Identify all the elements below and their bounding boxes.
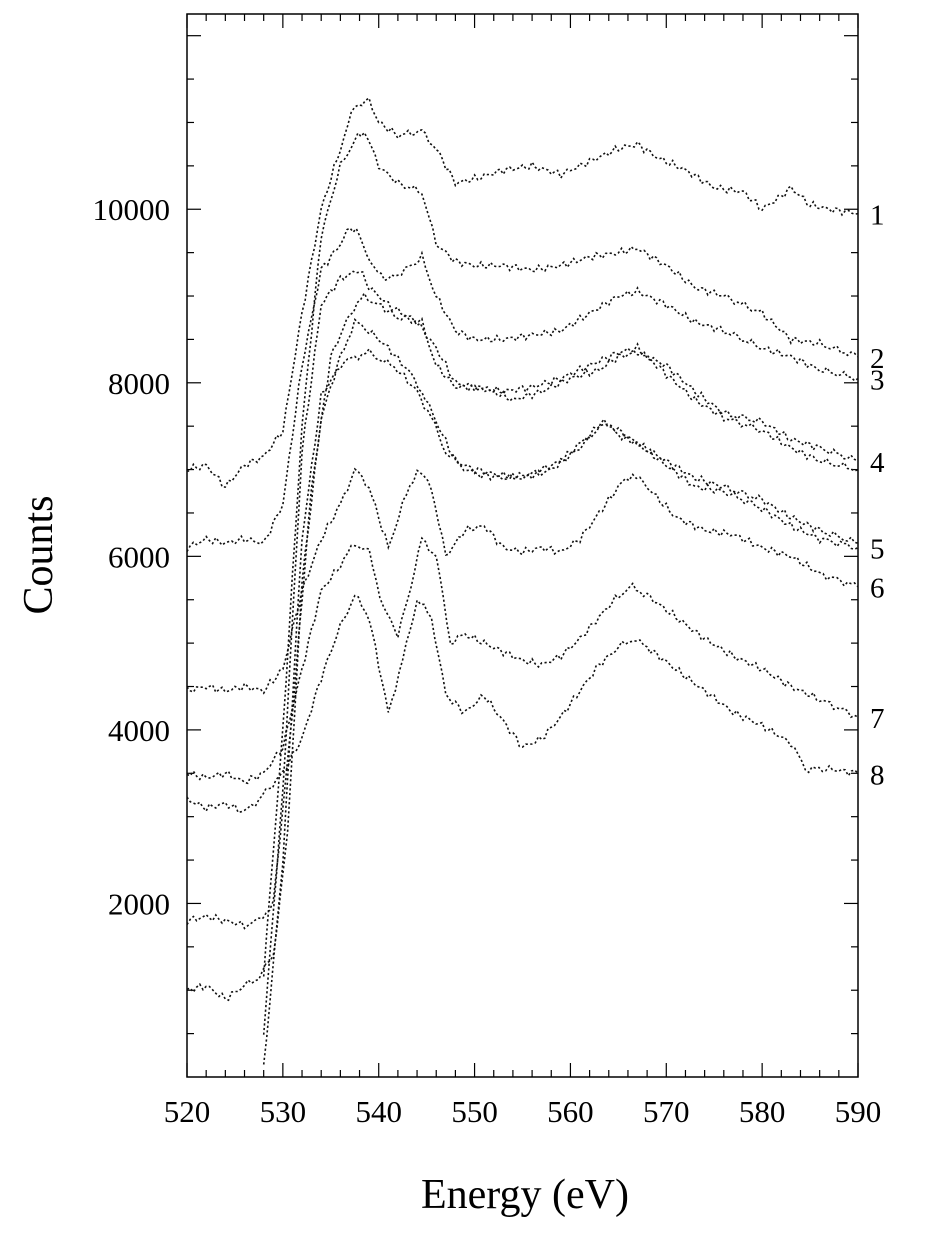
x-tick-labels: 520 530 540 550 560 570 580 590: [164, 1094, 882, 1129]
y-tick-label: 6000: [108, 539, 170, 574]
series-line: [186, 467, 859, 695]
series-label: 8: [870, 759, 885, 791]
series-line: [186, 96, 859, 488]
y-tick-labels: 2000 4000 6000 8000 10000: [93, 192, 171, 921]
series-line: [186, 318, 859, 1002]
series-lines: [186, 96, 859, 1065]
series-label: 4: [870, 447, 885, 479]
series-line: [186, 536, 859, 785]
series-label: 2: [870, 343, 885, 375]
x-tick-label: 570: [643, 1094, 690, 1129]
y-tick-label: 2000: [108, 886, 170, 921]
x-tick-label: 560: [547, 1094, 594, 1129]
plot-frame: [186, 13, 859, 1078]
series-line: [262, 131, 859, 977]
series-label: 1: [870, 200, 885, 232]
x-tick-label: 540: [355, 1094, 402, 1129]
series-line: [186, 291, 859, 930]
y-tick-label: 4000: [108, 713, 170, 748]
x-tick-label: 590: [835, 1094, 882, 1129]
x-tick-label: 520: [164, 1094, 211, 1129]
series-label: 3: [870, 364, 885, 396]
series-label: 5: [870, 534, 885, 566]
series-line: [186, 227, 859, 552]
series-label: 6: [870, 573, 885, 605]
y-tick-label: 10000: [93, 192, 171, 227]
series-line: [262, 347, 859, 1065]
x-tick-label: 580: [739, 1094, 786, 1129]
y-tick-label: 8000: [108, 366, 170, 401]
series-line: [262, 270, 859, 1035]
x-axis-title: Energy (eV): [421, 1172, 629, 1218]
series-label: 7: [870, 703, 885, 735]
y-axis-title: Counts: [16, 495, 62, 614]
x-tick-label: 550: [451, 1094, 498, 1129]
series-line: [186, 594, 859, 814]
axis-ticks: [186, 14, 859, 1077]
x-tick-label: 530: [260, 1094, 307, 1129]
